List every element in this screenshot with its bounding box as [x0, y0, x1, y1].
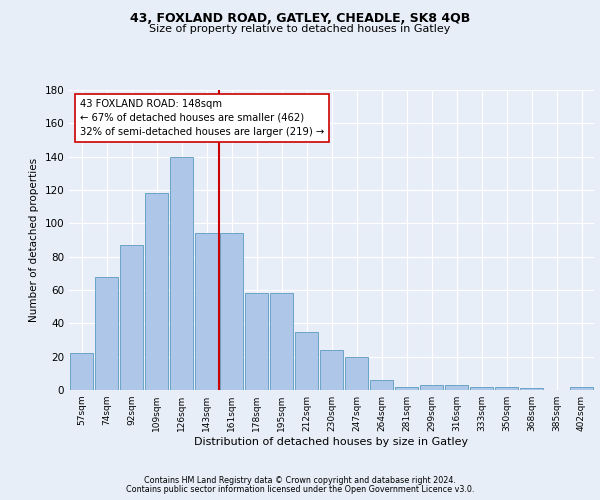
Text: Size of property relative to detached houses in Gatley: Size of property relative to detached ho…: [149, 24, 451, 34]
Bar: [170, 156, 193, 390]
Bar: [494, 386, 518, 390]
Bar: [269, 294, 293, 390]
Bar: [370, 380, 394, 390]
Bar: [320, 350, 343, 390]
Bar: [295, 332, 319, 390]
Bar: [445, 385, 469, 390]
Text: Contains public sector information licensed under the Open Government Licence v3: Contains public sector information licen…: [126, 485, 474, 494]
Bar: [194, 234, 218, 390]
Bar: [344, 356, 368, 390]
Bar: [520, 388, 544, 390]
Bar: [70, 354, 94, 390]
Bar: [419, 385, 443, 390]
Text: 43, FOXLAND ROAD, GATLEY, CHEADLE, SK8 4QB: 43, FOXLAND ROAD, GATLEY, CHEADLE, SK8 4…: [130, 12, 470, 26]
Bar: [119, 245, 143, 390]
Y-axis label: Number of detached properties: Number of detached properties: [29, 158, 39, 322]
Text: Contains HM Land Registry data © Crown copyright and database right 2024.: Contains HM Land Registry data © Crown c…: [144, 476, 456, 485]
Bar: [245, 294, 268, 390]
Bar: [470, 386, 493, 390]
Text: 43 FOXLAND ROAD: 148sqm
← 67% of detached houses are smaller (462)
32% of semi-d: 43 FOXLAND ROAD: 148sqm ← 67% of detache…: [79, 99, 324, 137]
Bar: [95, 276, 118, 390]
Bar: [569, 386, 593, 390]
Bar: [395, 386, 418, 390]
X-axis label: Distribution of detached houses by size in Gatley: Distribution of detached houses by size …: [194, 437, 469, 447]
Bar: [145, 194, 169, 390]
Bar: [220, 234, 244, 390]
